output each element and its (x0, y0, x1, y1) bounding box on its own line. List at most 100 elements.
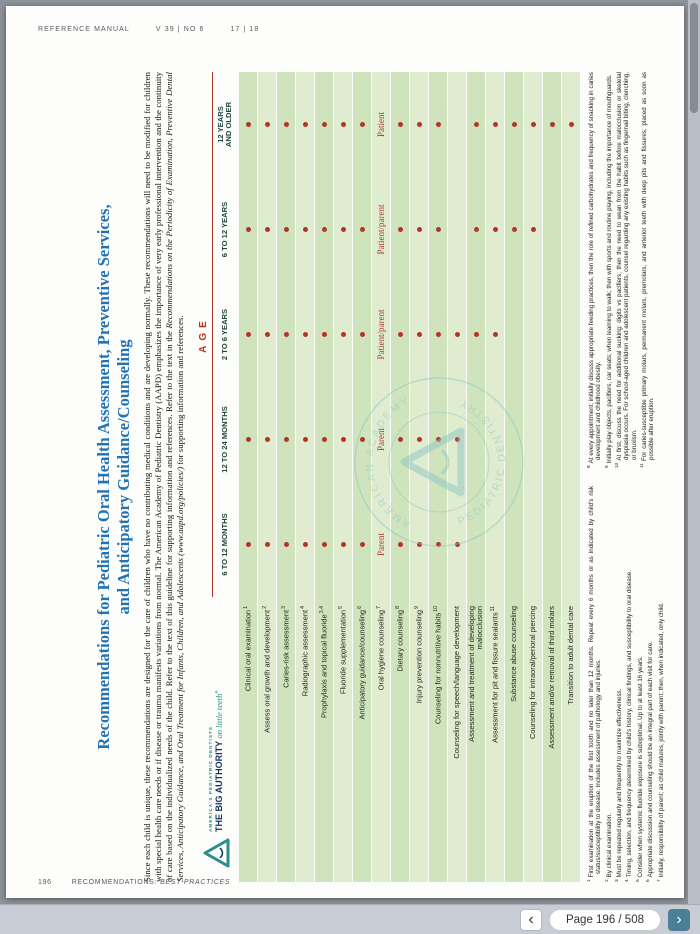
text-cell: Patient/parent (376, 204, 386, 255)
article-title-line2: and Anticipatory Guidance/Counseling (114, 339, 134, 615)
bullet-dot (359, 437, 365, 442)
age-column-label: 12 YEARS AND OLDER (215, 101, 234, 148)
table-row: Assessment and treatment of developing m… (467, 72, 485, 882)
table-row: Transition to adult dental care (562, 72, 580, 882)
bullet-cell (473, 72, 479, 177)
footnote-text: Consider when systemic fluoride exposure… (636, 656, 644, 878)
row-label: Assessment for pit and fissure sealants1… (489, 606, 500, 743)
row-label: Caries-risk assessment3 (280, 606, 291, 688)
bullet-cell (264, 492, 270, 597)
article-title-line1: Recommendations for Pediatric Oral Healt… (94, 204, 113, 750)
bullet-cell (321, 387, 327, 492)
bullet-dot (397, 122, 403, 127)
bullet-dot (321, 542, 327, 547)
bullet-cell (473, 177, 479, 282)
bullet-cell (416, 387, 422, 492)
bullet-dot (340, 542, 346, 547)
bullet-cell (245, 177, 251, 282)
bullet-dot (283, 332, 289, 337)
footnote-number: 7 (656, 879, 662, 882)
footnote: 4Timing, selection, and frequency determ… (625, 486, 633, 882)
bullet-dot (511, 122, 517, 127)
bullet-dot (435, 227, 441, 232)
bullet-cell (416, 282, 422, 387)
text-cell: Parent (376, 428, 386, 451)
bullet-cell (568, 72, 574, 177)
text-cell: Patient/parent (376, 309, 386, 360)
bullet-cell (302, 387, 308, 492)
volume-number: V 39 | NO 6 (155, 26, 205, 33)
bullet-dot (416, 122, 422, 127)
bullet-dot (359, 542, 365, 547)
registered-mark: ® (214, 690, 220, 694)
page-indicator[interactable]: Page 196 / 508 (549, 909, 660, 930)
footnote-text: Must be repeated regularly and frequentl… (616, 688, 624, 878)
footnote: 3Must be repeated regularly and frequent… (615, 486, 623, 882)
bullet-cell (340, 282, 346, 387)
bullet-dot (283, 542, 289, 547)
bullet-cell (245, 387, 251, 492)
row-label: Anticipatory guidance/counseling6 (356, 606, 367, 720)
bullet-dot (302, 437, 308, 442)
table-row: Assessment and/or removal of third molar… (543, 72, 561, 882)
row-label: Assess oral growth and development2 (261, 606, 272, 733)
bullet-cell (340, 177, 346, 282)
footnote: 5Consider when systemic fluoride exposur… (636, 486, 644, 882)
bullet-dot (321, 332, 327, 337)
footnote-number: 6 (646, 879, 652, 882)
table-row: Assess oral growth and development2 (258, 72, 276, 882)
section-label: RECOMMENDATIONS: BEST PRACTICES (72, 879, 230, 886)
issue-pages: 17 | 18 (230, 26, 260, 33)
bullet-cell (245, 72, 251, 177)
bullet-cell (264, 282, 270, 387)
section-name: BEST PRACTICES (160, 879, 231, 886)
scrollbar-track[interactable] (688, 0, 700, 904)
row-label: Counseling for nonnutritive habits10 (432, 606, 443, 725)
rotated-article: Recommendations for Pediatric Oral Healt… (94, 72, 684, 882)
article-title: Recommendations for Pediatric Oral Healt… (94, 72, 134, 882)
bullet-cell (397, 282, 403, 387)
bullet-dot (435, 332, 441, 337)
bullet-dot (530, 122, 536, 127)
bullet-cell (264, 72, 270, 177)
table-row: Prophylaxis and topical fluoride3,4 (315, 72, 333, 882)
bullet-dot (321, 437, 327, 442)
bullet-cell (283, 387, 289, 492)
bullet-dot (321, 227, 327, 232)
bullet-cell (473, 282, 479, 387)
bullet-cell (264, 387, 270, 492)
intro-text-tail: for supporting information and reference… (175, 315, 186, 467)
text-cell: Parent (376, 533, 386, 556)
journal-name: REFERENCE MANUAL (38, 26, 130, 33)
row-label: Clinical oral examination1 (242, 606, 253, 692)
bullet-dot (359, 122, 365, 127)
table-row: Clinical oral examination1 (239, 72, 257, 882)
row-label: Prophylaxis and topical fluoride3,4 (318, 606, 329, 719)
bullet-dot (283, 437, 289, 442)
table-row: Assessment for pit and fissure sealants1… (486, 72, 504, 882)
bullet-cell (454, 282, 460, 387)
prev-page-button[interactable]: ‹ (519, 908, 542, 931)
table-row: Injury prevention counseling9 (410, 72, 428, 882)
table-row: Radiographic assessment4 (296, 72, 314, 882)
row-label: Radiographic assessment4 (299, 606, 310, 697)
footnote: 2By clinical examination. (605, 486, 613, 882)
age-column-label: 6 TO 12 YEARS (219, 201, 229, 258)
bullet-dot (492, 227, 498, 232)
aapd-logo-text: AMERICA'S PEDIATRIC DENTISTS THE BIG AUT… (208, 691, 224, 832)
bullet-cell (454, 387, 460, 492)
bullet-cell (340, 72, 346, 177)
bullet-dot (359, 332, 365, 337)
folio-page-number: 196 (38, 879, 52, 886)
bullet-cell (435, 282, 441, 387)
bullet-dot (454, 542, 460, 547)
bullet-cell (397, 72, 403, 177)
bullet-dot (245, 437, 251, 442)
intro-paragraph: Since each child is unique, these recomm… (142, 72, 186, 882)
next-page-button[interactable]: › (668, 908, 690, 931)
bullet-dot (473, 332, 479, 337)
bullet-cell (435, 72, 441, 177)
bullet-dot (264, 332, 270, 337)
bullet-dot (264, 437, 270, 442)
scrollbar-thumb[interactable] (690, 3, 698, 113)
